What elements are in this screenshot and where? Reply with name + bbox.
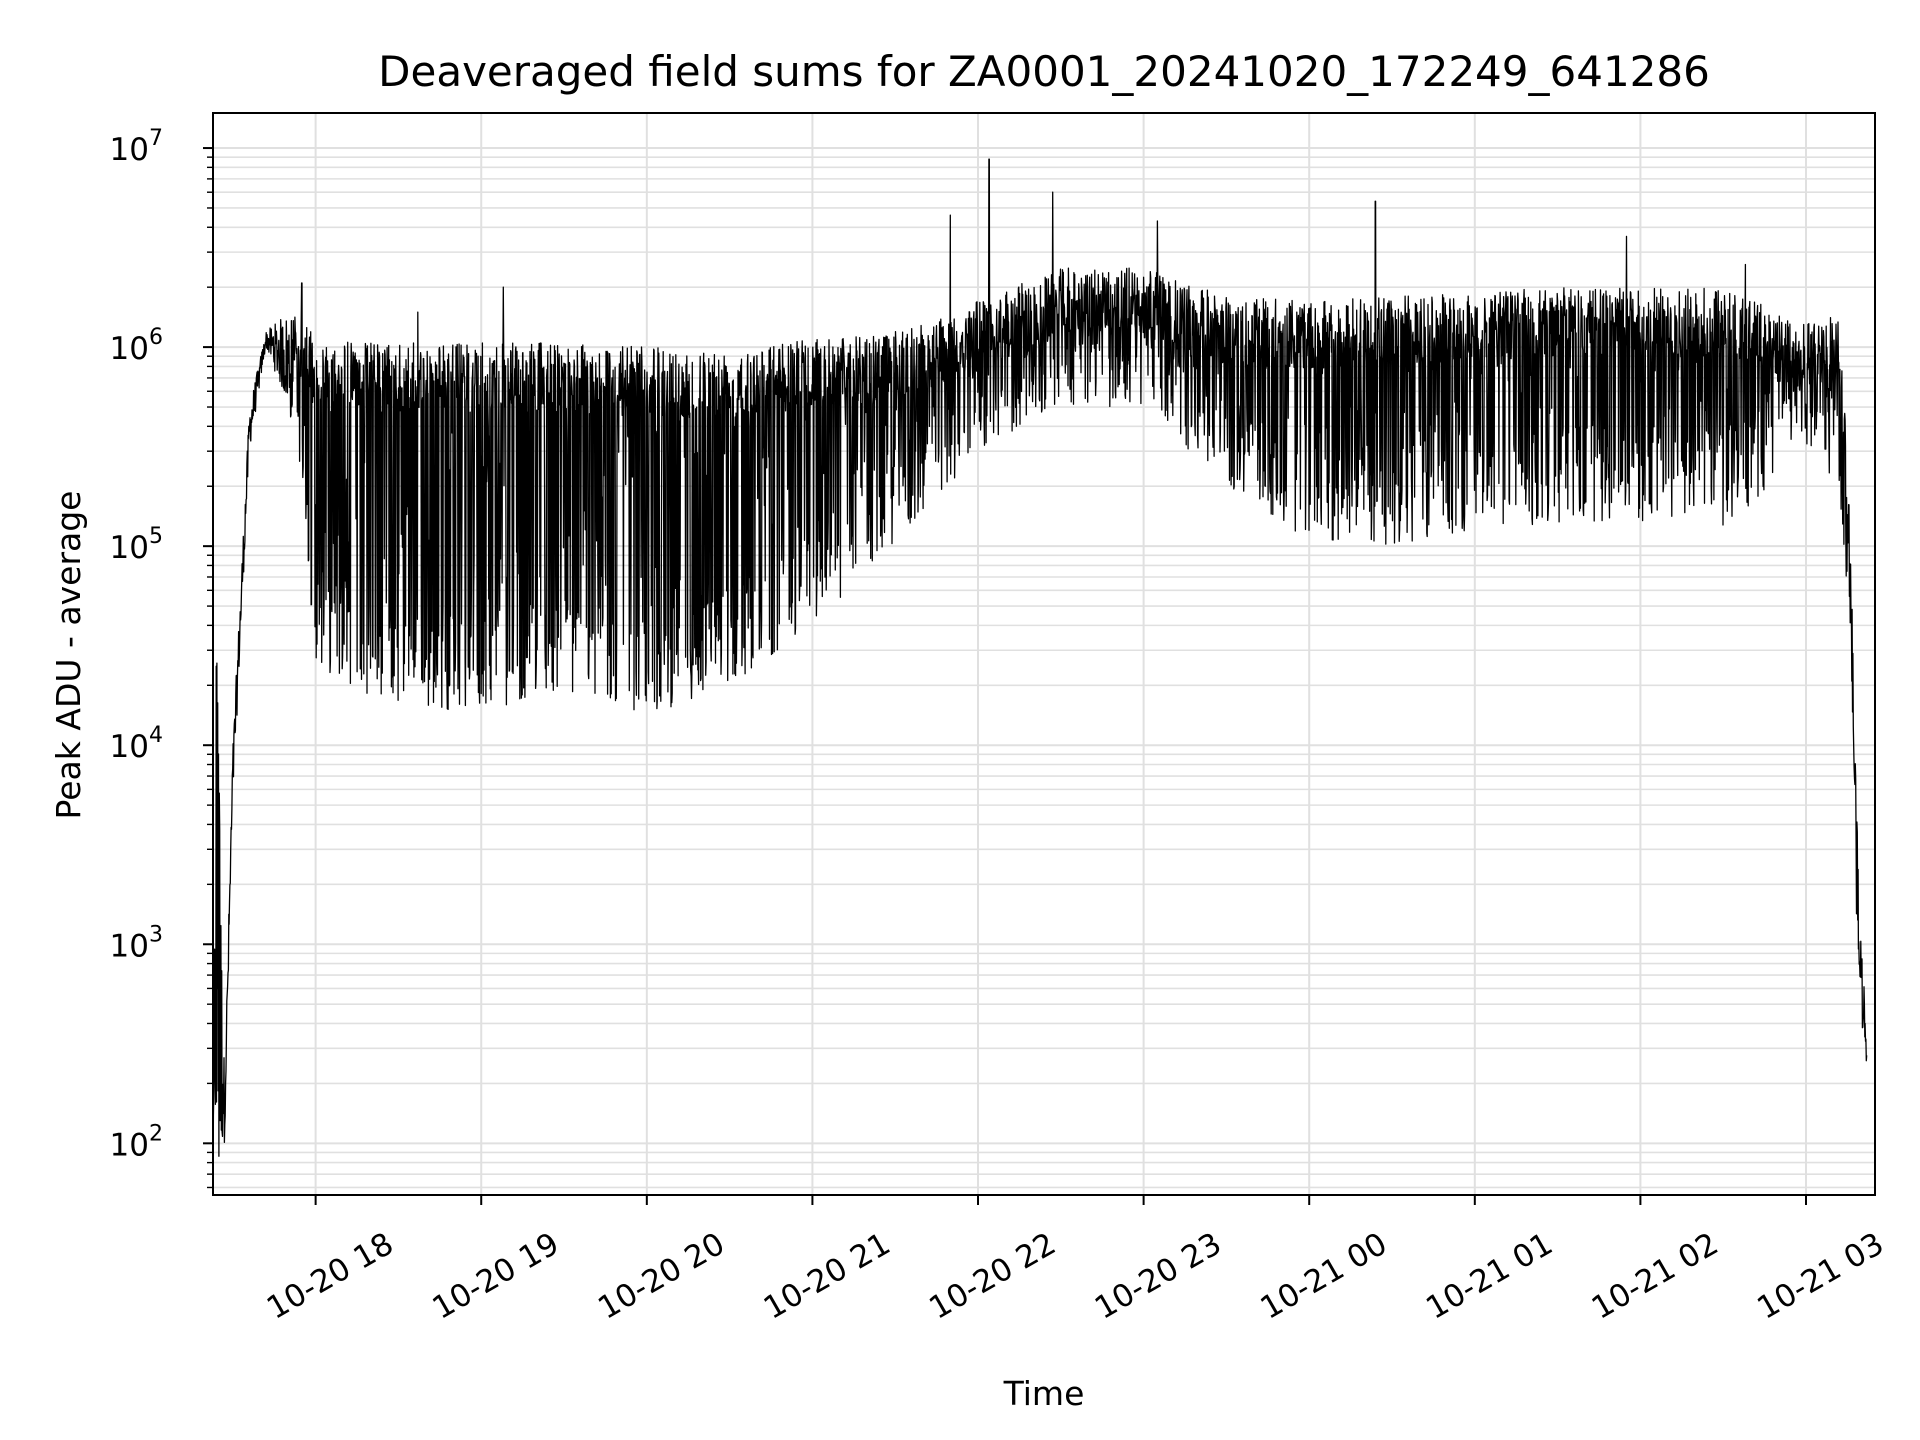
chart-title: Deaveraged field sums for ZA0001_2024102… [378, 47, 1710, 96]
y-axis-label: Peak ADU - average [49, 491, 88, 820]
y-tick-label: 104 [110, 723, 163, 765]
x-axis-label: Time [1003, 1374, 1085, 1413]
y-tick-label: 103 [110, 922, 163, 964]
data-series [212, 158, 1868, 1188]
y-tick-label: 107 [110, 126, 163, 168]
y-tick-label: 105 [110, 524, 163, 566]
y-tick-label: 102 [110, 1121, 163, 1163]
plot-frame [212, 112, 1876, 1196]
y-axis: 102 103 104 105 106 107 [110, 126, 213, 1189]
y-tick-label: 106 [110, 325, 163, 367]
series-line [212, 158, 1868, 1188]
